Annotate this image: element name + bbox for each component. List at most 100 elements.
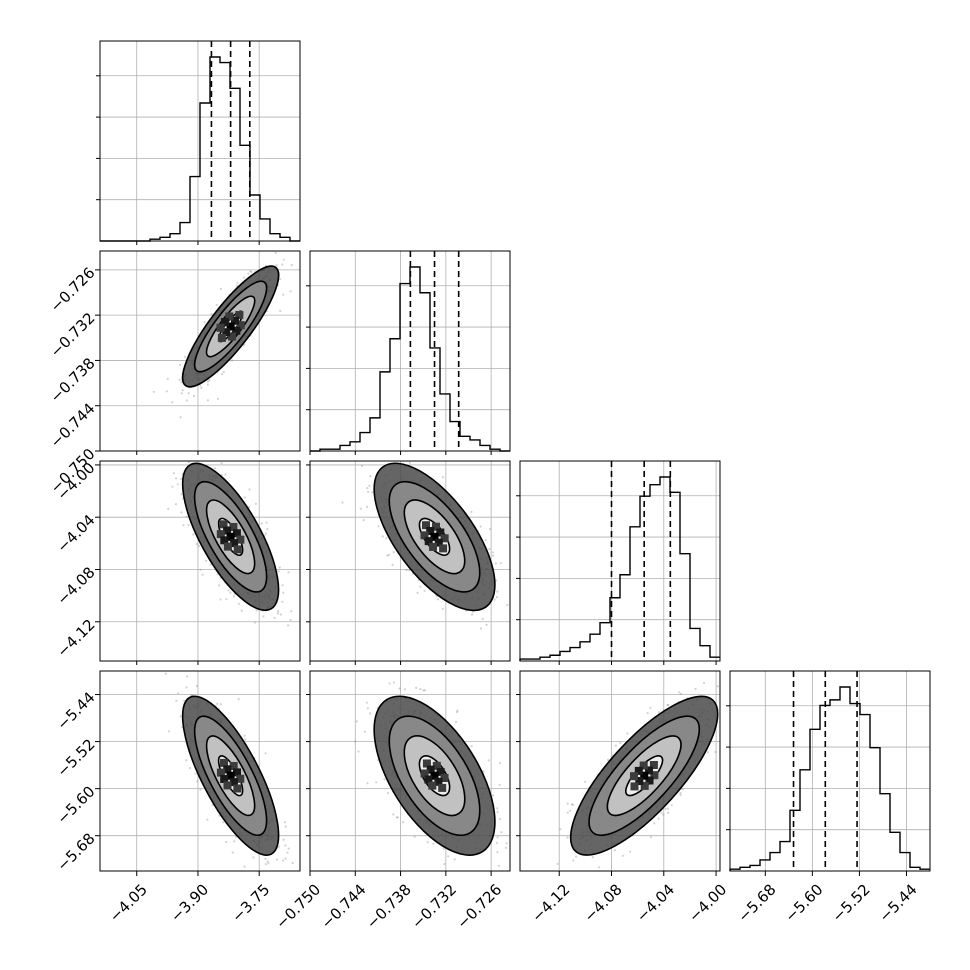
scatter-point [201, 573, 204, 576]
density-cell [432, 761, 441, 770]
scatter-point [496, 851, 499, 854]
x-tick-label: −5.52 [828, 881, 873, 926]
density-cell [438, 783, 447, 792]
scatter-point [174, 503, 177, 506]
density-panel-1-3 [309, 670, 511, 872]
density-cell [230, 539, 239, 548]
scatter-point [281, 263, 284, 266]
scatter-point [396, 816, 399, 819]
scatter-point [237, 602, 240, 606]
density-cell [232, 326, 241, 335]
density-cell [231, 316, 239, 325]
scatter-point [264, 863, 268, 866]
scatter-point [276, 612, 279, 615]
y-tick-label: −5.68 [53, 830, 98, 875]
density-cell [422, 759, 431, 768]
scatter-point [266, 860, 269, 863]
scatter-point [287, 847, 290, 850]
scatter-point [366, 487, 369, 490]
density-cell [226, 322, 235, 331]
scatter-point [208, 379, 211, 382]
scatter-point [217, 584, 221, 587]
scatter-point [369, 475, 372, 478]
scatter-point [291, 861, 294, 865]
scatter-point [290, 610, 293, 613]
density-cell [236, 774, 245, 783]
scatter-point [496, 807, 499, 810]
scatter-point [243, 496, 246, 499]
density-cell [640, 771, 649, 780]
scatter-point [254, 621, 257, 624]
scatter-point [279, 613, 282, 616]
scatter-point [492, 554, 495, 557]
scatter-point [180, 477, 183, 481]
scatter-point [415, 686, 418, 690]
scatter-point [556, 862, 559, 866]
density-cell [220, 536, 229, 545]
scatter-point [179, 715, 182, 718]
scatter-point [487, 759, 490, 762]
scatter-point [365, 701, 368, 704]
density-cell [223, 781, 232, 790]
scatter-point [613, 849, 616, 852]
histogram-step-line [100, 56, 300, 242]
scatter-point [392, 813, 395, 816]
scatter-point [196, 780, 199, 783]
scatter-point [365, 505, 369, 508]
histogram-panel-2 [516, 460, 721, 662]
density-cell [229, 762, 238, 770]
density-cell [635, 777, 644, 785]
scatter-point [419, 585, 422, 588]
scatter-point [178, 363, 182, 366]
scatter-point [498, 783, 501, 786]
density-cell [432, 522, 440, 531]
scatter-point [180, 511, 183, 514]
scatter-point [484, 538, 487, 542]
scatter-point [216, 573, 219, 576]
histogram-panel-1 [306, 250, 511, 452]
scatter-point [165, 390, 168, 393]
scatter-point [237, 698, 240, 701]
panel-frame [99, 460, 301, 662]
scatter-point [423, 589, 426, 592]
scatter-point [283, 821, 286, 824]
density-cell [216, 530, 225, 539]
scatter-point [219, 703, 222, 706]
scatter-point [714, 750, 717, 754]
scatter-point [584, 780, 587, 783]
density-cell [645, 766, 653, 775]
scatter-point [254, 502, 257, 505]
panel-frame [309, 250, 511, 452]
scatter-point [341, 501, 344, 504]
density-core [216, 520, 245, 554]
scatter-point [185, 515, 188, 518]
scatter-point [456, 709, 459, 712]
scatter-point [559, 828, 562, 831]
scatter-point [264, 857, 267, 861]
density-cell [220, 758, 228, 767]
scatter-point [359, 507, 362, 510]
density-cell [226, 532, 235, 541]
density-cell [233, 784, 242, 793]
scatter-point [496, 590, 499, 593]
scatter-point [392, 551, 395, 554]
scatter-point [366, 782, 369, 785]
scatter-point [679, 793, 682, 797]
scatter-point [366, 707, 369, 710]
scatter-point [453, 858, 456, 861]
panel-background [520, 461, 720, 661]
density-cell [429, 542, 437, 551]
scatter-point [385, 537, 388, 540]
scatter-point [180, 392, 183, 395]
scatter-point [247, 272, 250, 275]
scatter-point [377, 525, 380, 528]
scatter-point [493, 598, 496, 601]
y-tick-label: −4.08 [53, 563, 98, 608]
scatter-point [175, 477, 178, 480]
scatter-point [275, 264, 278, 267]
scatter-point [182, 524, 185, 527]
x-tick-label: −4.08 [581, 881, 626, 926]
scatter-point [489, 528, 492, 531]
scatter-point [479, 627, 482, 630]
scatter-point [479, 525, 482, 528]
